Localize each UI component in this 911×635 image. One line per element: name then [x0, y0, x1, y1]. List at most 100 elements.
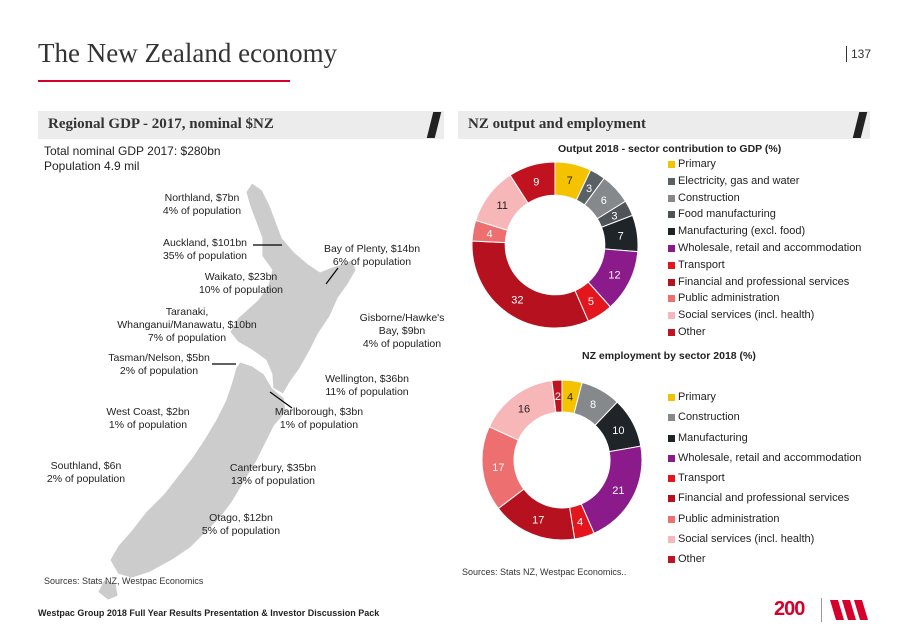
donut-slice-other: [551, 379, 563, 413]
right-panel-source: Sources: Stats NZ, Westpac Economics..: [462, 567, 627, 577]
data-label-manufacturing: 10: [612, 425, 624, 437]
data-label-transport: 4: [577, 516, 583, 528]
legend-swatch: [668, 515, 675, 523]
legend-item-manufacturing-excl-food: Manufacturing (excl. food): [668, 223, 861, 240]
legend-item-wholesale-retail-and-accommodation: Wholesale, retail and accommodation: [668, 448, 861, 468]
donut-slice-other: [509, 161, 556, 204]
data-label-wholesale-retail-and-accommodation: 21: [612, 485, 624, 497]
legend-swatch: [668, 495, 675, 503]
legend-label: Public administration: [678, 512, 780, 525]
legend-label: Social services (incl. health): [678, 533, 815, 546]
legend-label: Primary: [678, 158, 716, 170]
region-label-wellington: Wellington, $36bn 11% of population: [325, 373, 409, 398]
legend-swatch: [668, 312, 675, 320]
legend-label: Social services (incl. health): [678, 309, 815, 322]
data-label-wholesale-retail-and-accommodation: 12: [608, 269, 620, 281]
region-label-taranaki: Taranaki, Whanganui/Manawatu, $10bn 7% of …: [117, 306, 257, 344]
legend-label: Other: [678, 325, 706, 338]
legend-item-social-services-incl-health: Social services (incl. health): [668, 307, 861, 324]
legend-label: Public administration: [678, 292, 780, 305]
legend-label: Construction: [678, 411, 740, 424]
legend-swatch: [668, 228, 675, 236]
legend-item-wholesale-retail-and-accommodation: Wholesale, retail and accommodation: [668, 240, 861, 257]
data-label-electricity-gas-and-water: 3: [586, 183, 592, 195]
footer-text: Westpac Group 2018 Full Year Results Pre…: [38, 608, 380, 618]
region-label-waikato: Waikato, $23bn 10% of population: [198, 271, 284, 296]
legend-item-electricity-gas-and-water: Electricity, gas and water: [668, 173, 861, 190]
data-label-primary: 7: [567, 175, 573, 187]
legend-item-construction: Construction: [668, 407, 861, 427]
employment-chart-legend: Primary Construction Manufacturing Wholesal…: [668, 387, 861, 570]
data-label-construction: 8: [590, 399, 596, 411]
legend-label: Wholesale, retail and accommodation: [678, 241, 862, 254]
legend-label: Primary: [678, 391, 716, 403]
legend-swatch: [668, 328, 675, 336]
legend-label: Transport: [678, 472, 725, 485]
left-panel-header: Regional GDP - 2017, nominal $NZ: [38, 111, 444, 139]
marlborough-leader-line: [269, 391, 293, 409]
legend-item-social-services-incl-health: Social services (incl. health): [668, 529, 861, 549]
data-label-financial-and-professional-services: 17: [532, 514, 544, 526]
legend-label: Manufacturing: [678, 431, 748, 444]
legend-swatch: [668, 244, 675, 252]
bay-of-plenty-leader-line: [325, 267, 339, 285]
data-label-public-administration: 17: [492, 462, 504, 474]
employment-chart-title: NZ employment by sector 2018 (%): [582, 350, 756, 362]
legend-label: Wholesale, retail and accommodation: [678, 451, 862, 464]
westpac-w-logo: [830, 600, 868, 620]
legend-label: Manufacturing (excl. food): [678, 225, 806, 238]
legend-swatch: [668, 278, 675, 286]
region-label-bay-of-plenty: Bay of Plenty, $14bn 6% of population: [323, 243, 421, 268]
region-label-otago: Otago, $12bn 5% of population: [201, 512, 281, 537]
page-title: The New Zealand economy: [38, 38, 338, 68]
total-gdp-text: Total nominal GDP 2017: $280bn: [44, 144, 221, 158]
data-label-financial-and-professional-services: 32: [511, 295, 523, 307]
output-chart-legend: Primary Electricity, gas and water Constru…: [668, 156, 861, 341]
donut-slice-financial-and-professional-services: [471, 240, 589, 329]
header-slash-decoration: [852, 112, 868, 138]
region-label-marlborough: Marlborough, $3bn 1% of population: [274, 406, 364, 431]
anniversary-logo: 200: [774, 598, 805, 620]
title-underline: [38, 80, 290, 82]
legend-swatch: [668, 475, 675, 483]
page-number: 137: [846, 46, 871, 62]
region-label-canterbury: Canterbury, $35bn 13% of population: [229, 462, 317, 487]
legend-swatch: [668, 454, 675, 462]
data-label-manufacturing-excl-food: 7: [618, 231, 624, 243]
legend-item-manufacturing: Manufacturing: [668, 428, 861, 448]
population-text: Population 4.9 mil: [44, 159, 140, 173]
legend-swatch: [668, 434, 675, 442]
right-panel-heading: NZ output and employment: [468, 116, 646, 132]
legend-label: Construction: [678, 191, 740, 204]
legend-item-financial-and-professional-services: Financial and professional services: [668, 274, 861, 291]
legend-label: Financial and professional services: [678, 275, 850, 288]
legend-swatch: [668, 556, 675, 564]
region-label-tasman-nelson: Tasman/Nelson, $5bn 2% of population: [108, 352, 210, 377]
data-label-construction: 6: [601, 195, 607, 207]
left-panel-source: Sources: Stats NZ, Westpac Economics: [44, 576, 204, 586]
data-label-primary: 4: [567, 392, 573, 404]
legend-label: Other: [678, 553, 706, 566]
employment-donut-chart: 4 8 10 21 4 17 17 16 2: [481, 379, 643, 541]
legend-swatch: [668, 161, 675, 168]
legend-item-primary: Primary: [668, 156, 861, 173]
legend-label: Transport: [678, 258, 725, 271]
legend-label: Food manufacturing: [678, 208, 776, 221]
legend-label: Electricity, gas and water: [678, 174, 800, 187]
region-label-northland: Northland, $7bn 4% of population: [162, 192, 242, 217]
legend-item-food-manufacturing: Food manufacturing: [668, 206, 861, 223]
data-label-social-services-incl-health: 16: [518, 403, 530, 415]
stewart-island-shape: [97, 579, 119, 601]
legend-item-transport: Transport: [668, 257, 861, 274]
data-label-public-administration: 4: [487, 228, 493, 240]
legend-item-other: Other: [668, 324, 861, 341]
region-label-gisborne-hawkes-bay: Gisborne/Hawke's Bay, $9bn 4% of populatio…: [359, 312, 445, 350]
legend-item-public-administration: Public administration: [668, 509, 861, 529]
data-label-transport: 5: [588, 296, 594, 308]
data-label-social-services-incl-health: 11: [496, 200, 507, 212]
legend-item-public-administration: Public administration: [668, 290, 861, 307]
legend-swatch: [668, 414, 675, 422]
legend-swatch: [668, 295, 675, 303]
legend-swatch: [668, 194, 675, 202]
